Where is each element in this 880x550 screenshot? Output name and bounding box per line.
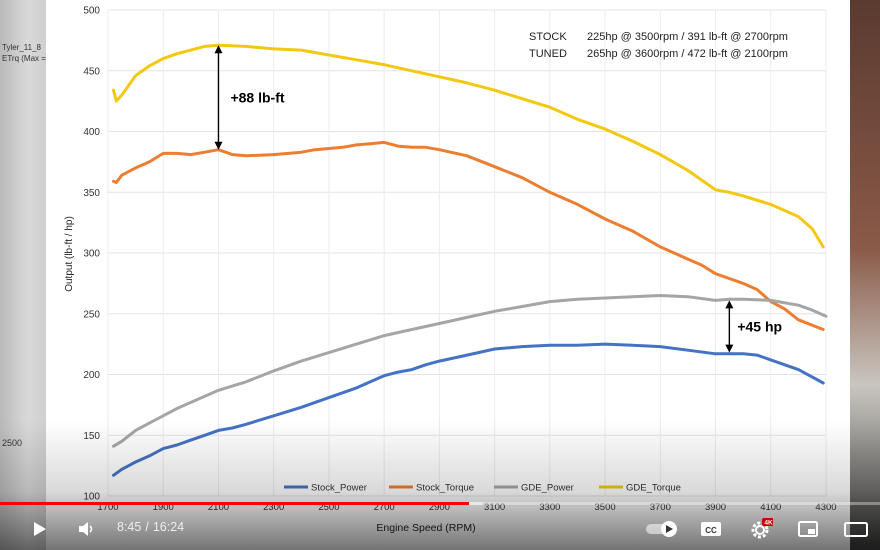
quality-badge-text: 4K [764,520,773,527]
series-line-stock-torque [112,140,825,331]
autoplay-toggle[interactable] [644,514,680,544]
current-time: 8:45 [117,520,142,534]
y-tick-label: 150 [83,431,100,442]
summary-stock-text: 225hp @ 3500rpm / 391 lb-ft @ 2700rpm [587,31,788,43]
time-display: 8:45/16:24 [117,520,184,534]
play-button[interactable] [26,514,54,544]
next-button[interactable] [34,514,52,544]
y-tick-label: 350 [83,188,100,199]
legend-label: Stock_Torque [416,483,474,494]
play-icon [34,522,46,536]
torque-gain-label: +88 lb-ft [230,89,284,105]
y-tick-label: 450 [83,66,100,77]
legend-label: GDE_Power [521,483,574,494]
quality-badge [762,518,773,526]
torque-gain-arrowhead-bottom [214,141,223,150]
summary-tuned-label: TUNED [529,48,567,60]
progress-played [0,502,470,505]
theater-mode-icon [844,522,868,537]
y-tick-label: 250 [83,309,100,320]
summary-tuned-text: 265hp @ 3600rpm / 472 lb-ft @ 2100rpm [587,48,788,60]
summary-stock-label: STOCK [529,31,567,43]
settings-button[interactable]: 4K [746,514,776,544]
y-tick-label: 200 [83,370,100,381]
y-tick-label: 100 [83,492,100,503]
legend-label: Stock_Power [311,483,367,494]
dyno-chart: 1700 1900 2100 2300 2500 2700 2900 3100 3300 3500… [46,0,850,550]
volume-button[interactable] [72,514,100,544]
volume-icon [79,522,93,536]
series-line-gde-power [112,294,828,448]
background-sheet-tick: 2500 [2,438,23,448]
miniplayer-button[interactable] [794,514,822,544]
autoplay-toggle-icon [646,521,677,537]
y-tick-label: 400 [83,127,100,138]
captions-icon: CC [701,522,721,536]
x-axis-title: Engine Speed (RPM) [376,522,475,534]
y-tick-label: 500 [83,6,100,17]
y-tick-label: 300 [83,249,100,260]
progress-bar[interactable] [0,502,880,505]
background-person [850,0,880,550]
time-separator: / [145,520,149,534]
settings-gear-icon: 4K [751,518,773,539]
series-line-gde-torque [112,43,825,249]
y-axis-title: Output (lb-ft / hp) [64,216,75,292]
chart-background [46,0,850,550]
power-gain-arrowhead-top [725,300,734,309]
svg-text:CC: CC [705,526,717,535]
power-gain-label: +45 hp [737,319,782,335]
legend-label: GDE_Torque [626,483,681,494]
background-sheet-label: Tyler_11_8 ETrq (Max = [2,43,46,63]
torque-gain-arrowhead-top [214,45,223,54]
power-gain-arrowhead-bottom [725,344,734,353]
summary-box: STOCK 225hp @ 3500rpm / 391 lb-ft @ 2700… [529,31,788,60]
captions-button[interactable]: CC [697,514,725,544]
chart-annotations: +88 lb-ft +45 hp [214,45,782,353]
theater-mode-button[interactable] [841,514,871,544]
miniplayer-icon [798,521,818,537]
background-dyno-sheet: Tyler_11_8 ETrq (Max = 2500 [0,0,46,550]
duration: 16:24 [152,520,185,534]
